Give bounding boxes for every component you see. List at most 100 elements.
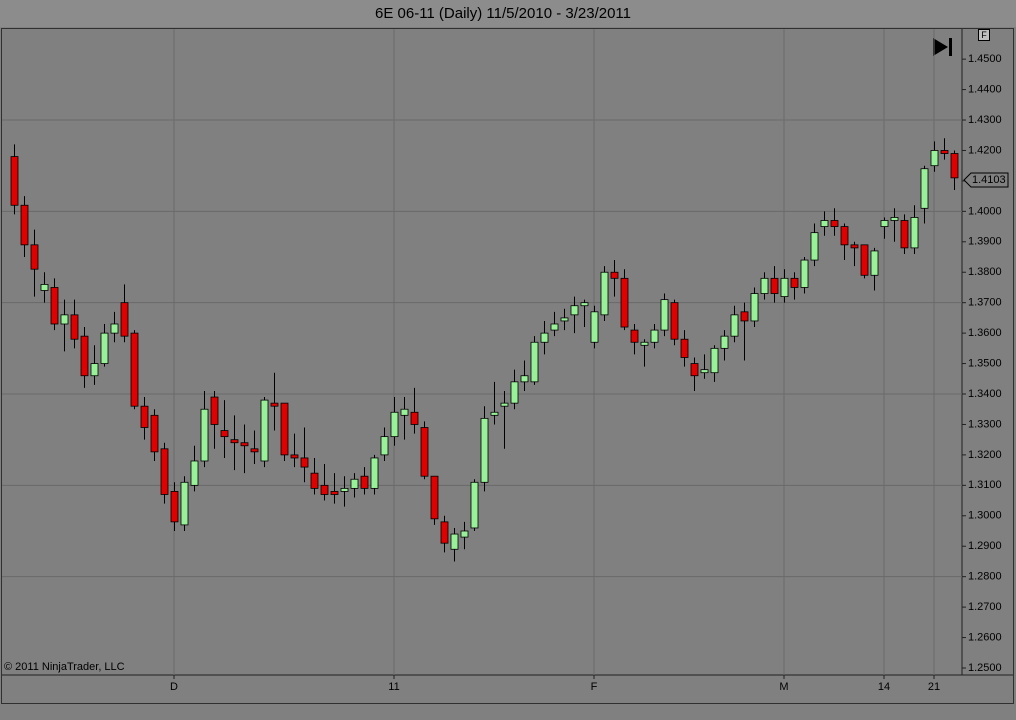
candle-body [570, 305, 579, 316]
y-tick-label: 1.3900 [968, 236, 1002, 248]
candle-body [800, 259, 809, 288]
candle-body [670, 302, 679, 340]
candle-body [710, 347, 719, 374]
y-tick-label: 1.4400 [968, 83, 1002, 95]
candle-body [830, 220, 839, 227]
y-tick-label: 1.4000 [968, 205, 1002, 217]
candle-body [330, 491, 339, 495]
candle-body [10, 156, 19, 206]
x-tick-label: F [591, 681, 598, 693]
x-tick-label: 21 [928, 681, 940, 693]
y-tick-label: 1.2700 [968, 601, 1002, 613]
candle-body [140, 405, 149, 428]
candle-body [860, 244, 869, 276]
candle-body [530, 341, 539, 383]
candle-body [510, 381, 519, 404]
candle-body [210, 396, 219, 425]
candle-body [650, 329, 659, 343]
y-tick-label: 1.3100 [968, 479, 1002, 491]
candle-body [320, 484, 329, 495]
title-bar [0, 0, 1016, 27]
x-tick-label: M [779, 681, 788, 693]
candle-body [100, 332, 109, 364]
y-tick-label: 1.3000 [968, 510, 1002, 522]
candle-body [630, 329, 639, 343]
y-tick-label: 1.4500 [968, 53, 1002, 65]
last-price-marker [963, 172, 1009, 188]
y-tick-label: 1.3600 [968, 327, 1002, 339]
panel-button[interactable] [978, 29, 990, 41]
candle-body [500, 402, 509, 407]
play-triangle [933, 38, 948, 56]
candle-body [900, 220, 909, 249]
candle-body [130, 332, 139, 407]
candle-body [620, 277, 629, 328]
candle-body [250, 448, 259, 453]
candle-body [30, 244, 39, 270]
candle-body [480, 417, 489, 483]
candle-body [590, 311, 599, 343]
candle-body [880, 220, 889, 227]
candle-body [160, 448, 169, 495]
candle-body [520, 375, 529, 383]
candle-body [240, 442, 249, 447]
candle-body [550, 323, 559, 331]
candle-body [430, 475, 439, 520]
candle-body [50, 287, 59, 325]
candle-body [470, 481, 479, 529]
candle-body [640, 341, 649, 346]
candle-body [910, 217, 919, 249]
candle-body [20, 204, 29, 246]
candle-body [340, 487, 349, 492]
candle-body [730, 314, 739, 337]
candle-body [40, 284, 49, 291]
y-tick-label: 1.3500 [968, 357, 1002, 369]
candle-body [540, 332, 549, 343]
goto-end-icon[interactable] [933, 38, 952, 56]
candle-body [490, 411, 499, 416]
panel-button-label: F [981, 30, 987, 40]
candle-body [560, 317, 569, 322]
y-tick-label: 1.3400 [968, 388, 1002, 400]
candle-body [380, 436, 389, 456]
last-price-label: 1.4103 [972, 174, 1006, 186]
candle-body [760, 277, 769, 294]
candle-body [280, 402, 289, 456]
candle-body [260, 399, 269, 462]
candle-body [310, 472, 319, 489]
y-tick-label: 1.3700 [968, 297, 1002, 309]
candle-body [220, 430, 229, 438]
candle-body [170, 491, 179, 523]
candle-body [360, 475, 369, 489]
candle-body [610, 271, 619, 279]
y-tick-label: 1.4200 [968, 144, 1002, 156]
candle-body [770, 277, 779, 294]
candle-body [200, 408, 209, 462]
candle-body [780, 277, 789, 297]
x-tick-label: 14 [878, 681, 890, 693]
candle-body [940, 150, 949, 154]
candle-body [460, 530, 469, 538]
candle-body [80, 335, 89, 377]
candle-body [740, 311, 749, 322]
candle-body [180, 481, 189, 526]
candle-body [350, 478, 359, 489]
candle-body [150, 414, 159, 453]
candle-body [290, 454, 299, 459]
candle-body [660, 299, 669, 331]
candle-body [690, 363, 699, 377]
chart-title: 6E 06-11 (Daily) 11/5/2010 - 3/23/2011 [375, 5, 631, 22]
candle-body [840, 226, 849, 246]
candle-body [950, 153, 959, 179]
candle-body [930, 150, 939, 167]
candle-body [850, 244, 859, 249]
candle-body [370, 457, 379, 489]
candle-body [420, 427, 429, 477]
candle-body [60, 314, 69, 325]
candle-body [110, 323, 119, 334]
y-tick-label: 1.3800 [968, 266, 1002, 278]
candle-body [270, 402, 279, 407]
candle-body [300, 457, 309, 468]
